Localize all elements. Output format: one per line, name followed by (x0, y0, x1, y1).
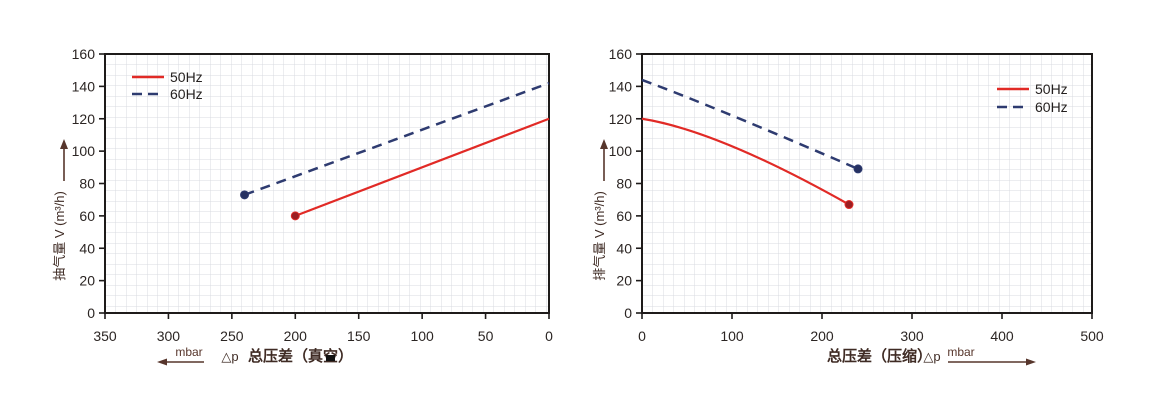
x-tick-label: 100 (410, 328, 434, 344)
x-caption: 总压差（压缩） (827, 347, 932, 365)
x-tick-label: 100 (720, 328, 744, 344)
x-tick-label: 250 (220, 328, 244, 344)
y-axis-label: 排气量 V (m³/h) (592, 139, 608, 281)
y-tick-label: 40 (616, 240, 632, 256)
y-tick-label: 20 (616, 273, 632, 289)
series-50hz (294, 117, 550, 217)
delta-p-label: △p (923, 349, 940, 364)
y-tick-label: 60 (79, 208, 95, 224)
y-tick-label: 120 (72, 111, 96, 127)
y-tick-label: 100 (72, 143, 96, 159)
legend-label: 60Hz (1035, 99, 1068, 115)
x-tick-label: 350 (93, 328, 117, 344)
y-axis-label: 抽气量 V (m³/h) (52, 139, 68, 281)
marker-50hz (844, 200, 854, 210)
x-axis-label: mbar 总压差（压缩）△p (827, 345, 1036, 366)
x-tick-label: 200 (284, 328, 308, 344)
delta-p-label: △p (221, 349, 238, 364)
y-tick-label: 100 (609, 143, 633, 159)
plot-area (641, 53, 1093, 314)
y-tick-label: 60 (616, 208, 632, 224)
compression-flow-chart: 0 100 200 300 400 500 0 20 40 60 80 100 120 140 160 排气量… (592, 46, 1104, 366)
series-60hz (641, 78, 859, 171)
y-tick-label: 20 (79, 273, 95, 289)
y-tick-label: 120 (609, 111, 633, 127)
x-axis: 0 100 200 300 400 500 (638, 313, 1104, 344)
x-tick-label: 0 (545, 328, 553, 344)
legend: 50Hz 60Hz (997, 81, 1068, 115)
y-tick-label: 0 (87, 305, 95, 321)
black-mark (326, 355, 335, 361)
y-tick-label: 80 (616, 176, 632, 192)
x-tick-label: 200 (810, 328, 834, 344)
marker-50hz (290, 211, 300, 221)
vacuum-flow-chart: 350 300 250 200 150 100 50 0 0 20 40 60 80 100 120 140 1… (52, 46, 553, 366)
x-tick-label: 150 (347, 328, 371, 344)
x-tick-label: 500 (1080, 328, 1104, 344)
x-unit-label: mbar (947, 345, 974, 359)
y-axis: 0 20 40 60 80 100 120 140 160 (72, 46, 105, 321)
y-tick-label: 160 (609, 46, 633, 62)
x-axis-label: mbar △p 总压差（真空） (157, 345, 353, 366)
y-tick-label: 140 (72, 78, 96, 94)
y-tick-label: 40 (79, 240, 95, 256)
x-tick-label: 300 (900, 328, 924, 344)
marker-60hz (240, 190, 250, 200)
y-tick-label: 80 (79, 176, 95, 192)
svg-text:排气量 V (m³/h): 排气量 V (m³/h) (592, 191, 607, 281)
plot-area (104, 53, 550, 314)
x-tick-label: 50 (478, 328, 494, 344)
legend-label: 60Hz (170, 86, 203, 102)
y-tick-label: 160 (72, 46, 96, 62)
x-caption: 总压差（真空） (248, 347, 353, 365)
x-tick-label: 400 (990, 328, 1014, 344)
x-tick-label: 0 (638, 328, 646, 344)
y-tick-label: 0 (624, 305, 632, 321)
marker-60hz (853, 164, 863, 174)
legend-label: 50Hz (1035, 81, 1068, 97)
x-unit-label: mbar (175, 345, 202, 359)
y-tick-label: 140 (609, 78, 633, 94)
series-60hz (244, 81, 550, 197)
x-tick-label: 300 (157, 328, 181, 344)
x-axis: 350 300 250 200 150 100 50 0 (93, 313, 553, 344)
svg-text:抽气量 V (m³/h): 抽气量 V (m³/h) (52, 191, 67, 281)
y-axis: 0 20 40 60 80 100 120 140 160 (609, 46, 642, 321)
series-50hz (641, 117, 850, 206)
legend-label: 50Hz (170, 69, 203, 85)
